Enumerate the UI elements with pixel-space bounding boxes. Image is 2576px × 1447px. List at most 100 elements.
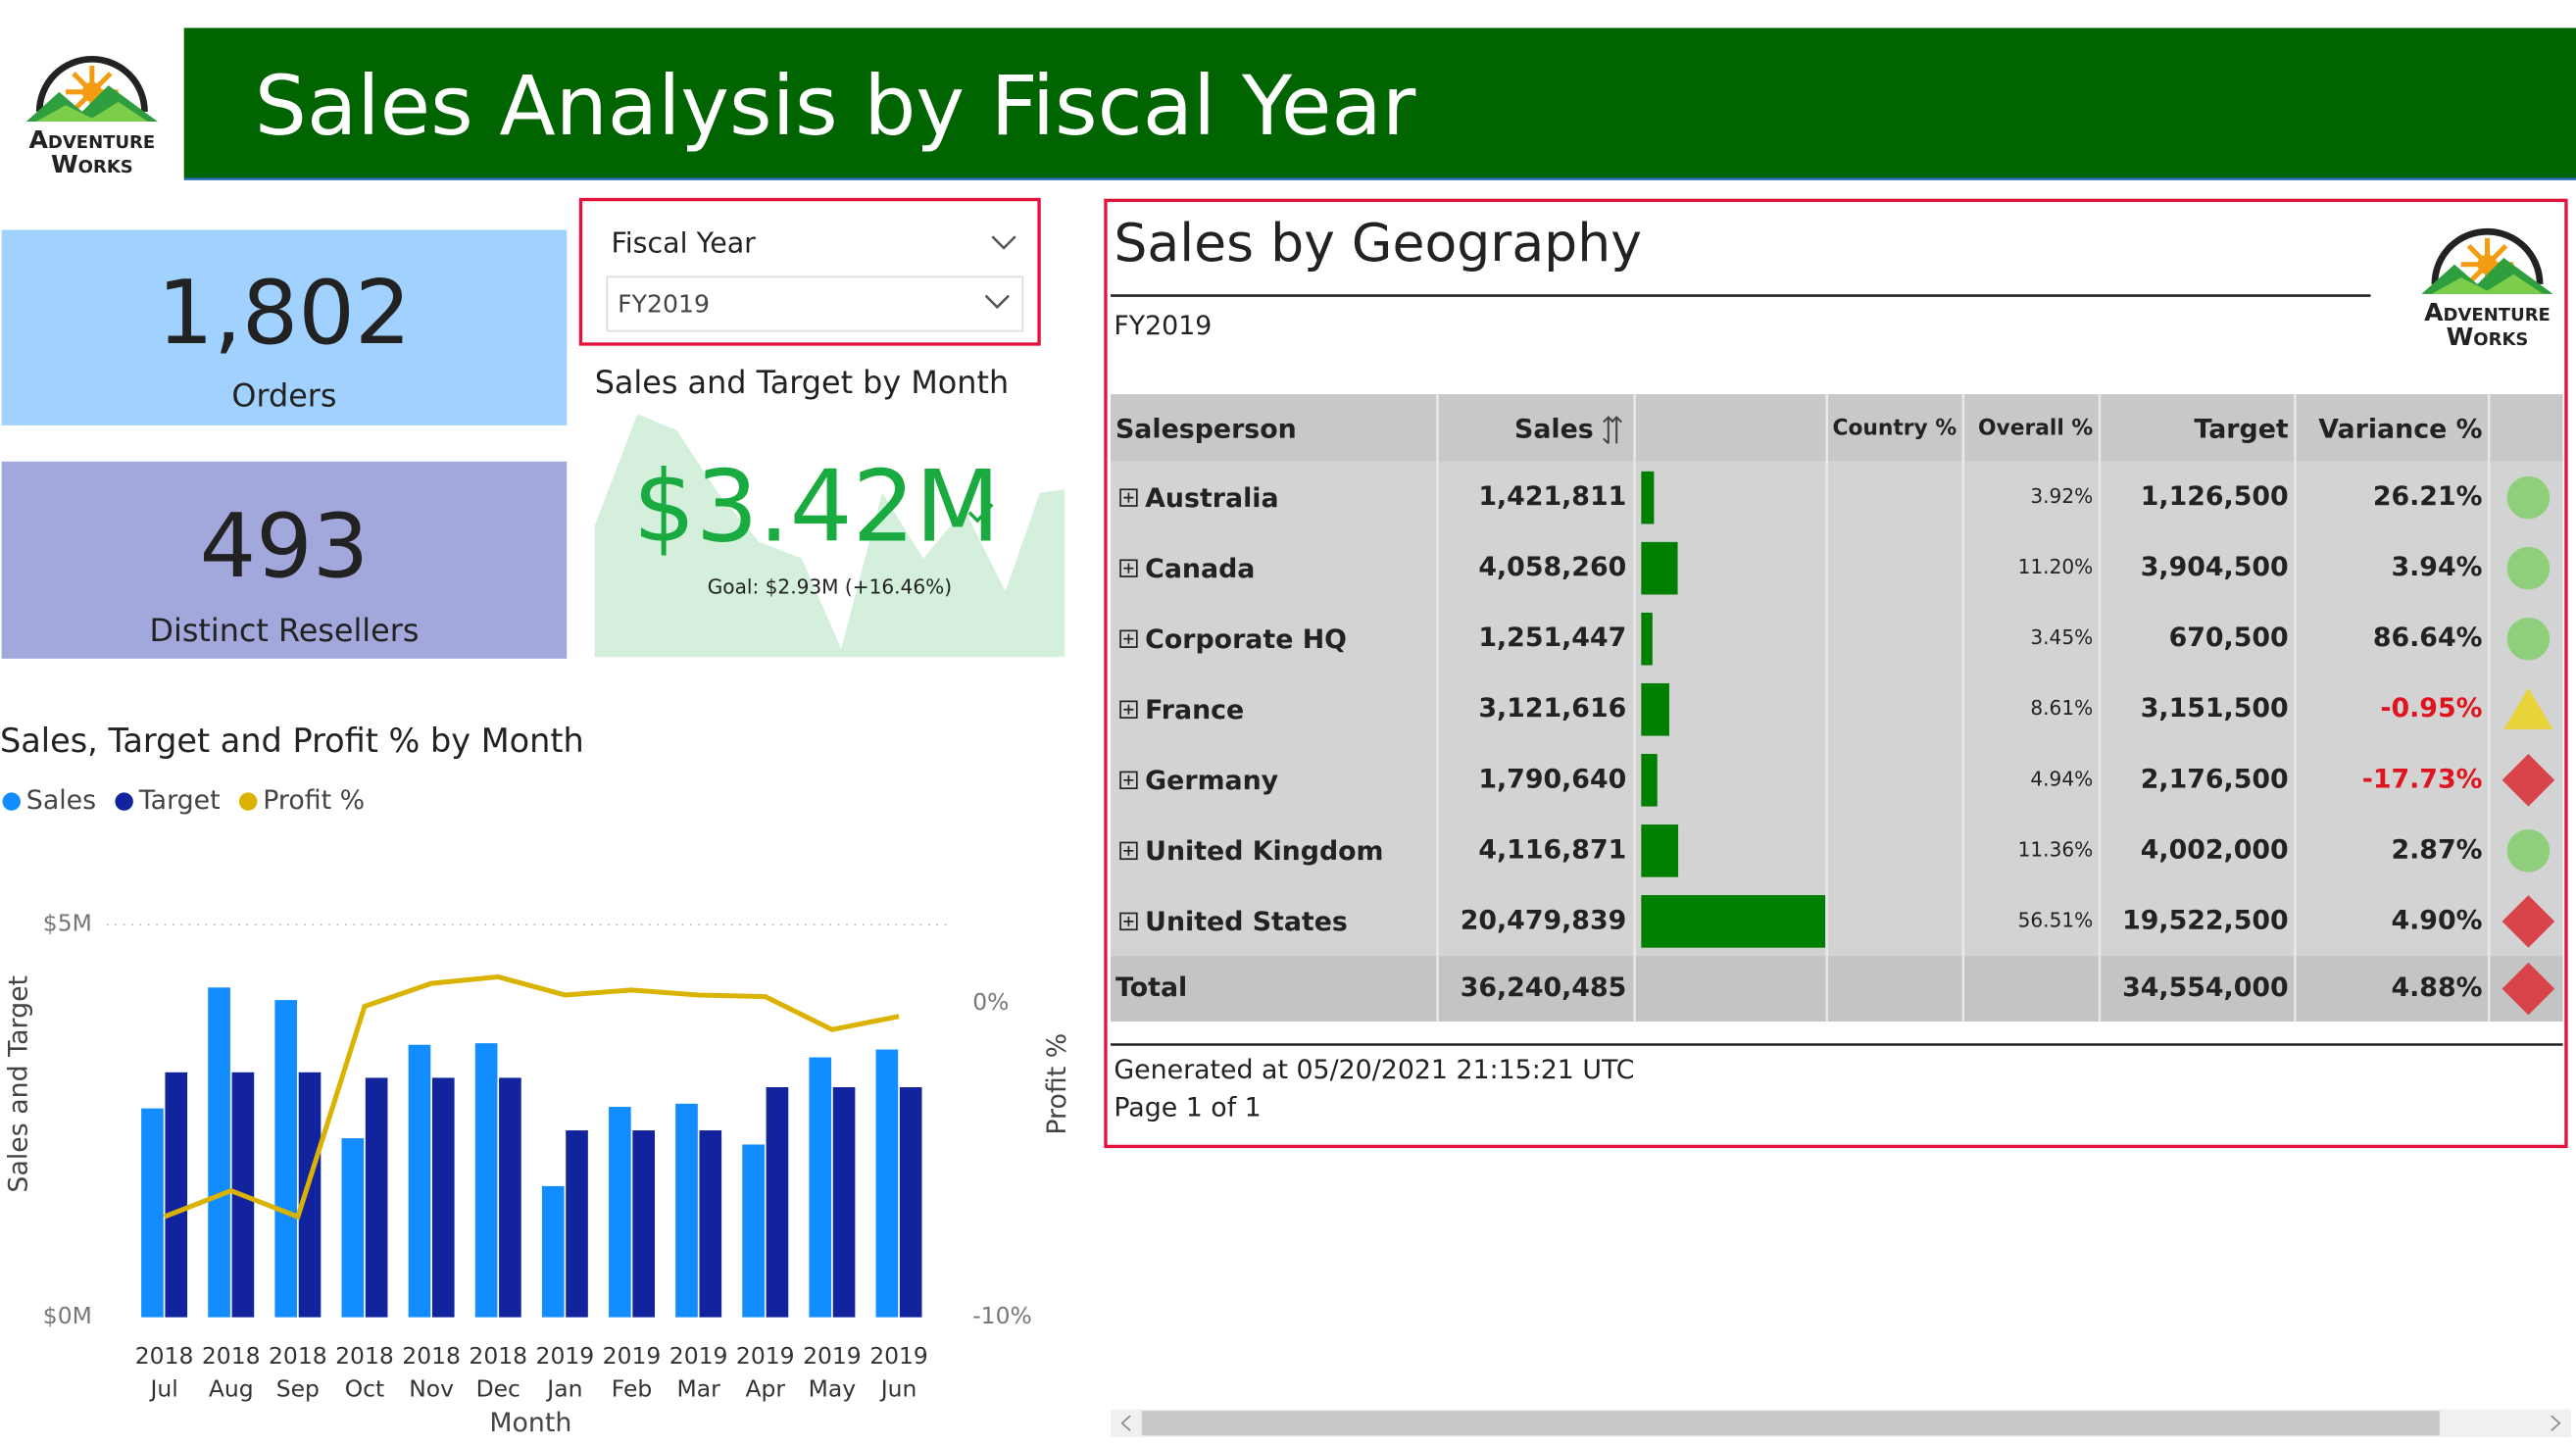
x-tick-label: 2018 Oct	[335, 1341, 394, 1402]
target: 19,522,500	[2122, 905, 2289, 935]
target: 1,126,500	[2141, 481, 2289, 512]
status-bad	[2502, 962, 2555, 1016]
logo-text: Adventure	[28, 125, 155, 154]
expand-box[interactable]	[1119, 912, 1138, 931]
total-sales: 36,240,485	[1461, 973, 1627, 1003]
x-tick-part: Sep	[276, 1374, 320, 1402]
chevron[interactable]	[984, 294, 1010, 310]
status-warning	[2503, 687, 2553, 729]
dropdown[interactable]	[606, 275, 1024, 332]
legend-label: Target	[138, 785, 221, 816]
y-tick-label: $5M	[43, 910, 92, 937]
x-tick-part: Jul	[148, 1374, 177, 1402]
x-tick-part: Jan	[545, 1374, 582, 1402]
target: 4,002,000	[2141, 834, 2289, 865]
x-tick-label: 2018 Jul	[135, 1341, 194, 1402]
expand-plus[interactable]	[1123, 563, 1134, 574]
total-target: 34,554,000	[2122, 973, 2289, 1003]
bar	[699, 1130, 722, 1318]
bar	[675, 1103, 698, 1318]
expand-box[interactable]	[1119, 700, 1138, 719]
expand-box[interactable]	[1119, 488, 1138, 507]
bar	[474, 1043, 498, 1318]
logo-text: Works	[2447, 323, 2529, 351]
target: 670,500	[2169, 623, 2289, 653]
bar	[341, 1138, 365, 1318]
report-frame	[1104, 198, 2568, 1149]
scroll-arrows[interactable]	[1120, 1415, 2561, 1431]
bar	[832, 1087, 856, 1318]
table-body	[1110, 461, 2563, 957]
legend-marker	[238, 792, 258, 811]
bar	[632, 1130, 655, 1318]
bar	[141, 1108, 164, 1318]
sales: 3,121,616	[1478, 693, 1626, 724]
slicer-title[interactable]: Fiscal Year	[611, 227, 756, 260]
target: 3,151,500	[2141, 693, 2289, 724]
chevron[interactable]	[991, 235, 1016, 250]
variance: 26.21%	[2373, 481, 2483, 512]
logo-arc	[2431, 227, 2544, 284]
variance: -0.95%	[2380, 693, 2482, 724]
sales: 20,479,839	[1461, 905, 1627, 935]
sort-icon[interactable]	[1603, 416, 1622, 445]
card-value: 493	[200, 495, 370, 598]
bar	[541, 1185, 565, 1318]
status-bad	[2502, 895, 2555, 948]
slicer-value[interactable]: FY2019	[618, 290, 710, 319]
y2-axis-label: Profit %	[1042, 1033, 1072, 1135]
column-header: Variance %	[2318, 414, 2482, 444]
expand-plus[interactable]	[1123, 845, 1134, 856]
x-tick-part: 2018	[202, 1341, 261, 1369]
sales: 4,058,260	[1478, 552, 1626, 582]
x-tick-part: 2018	[469, 1341, 527, 1369]
status-good	[2506, 546, 2551, 590]
row-name: Germany	[1145, 766, 1278, 796]
sales-bar	[1641, 612, 1653, 666]
expand-box[interactable]	[1119, 629, 1138, 648]
variance: 3.94%	[2391, 552, 2482, 582]
card-label: Orders	[231, 376, 336, 414]
total-variance: 4.88%	[2391, 973, 2482, 1003]
x-tick-part: 2019	[869, 1341, 928, 1369]
kpi-goal: Goal: $2.93M (+16.46%)	[708, 574, 952, 598]
sales-bar	[1641, 824, 1679, 877]
scrollbar-thumb[interactable]	[1141, 1411, 2440, 1436]
status-good	[2506, 617, 2551, 661]
sales-bar	[1641, 895, 1826, 948]
slicer-frame	[578, 197, 1041, 346]
row-name: Corporate HQ	[1145, 624, 1347, 655]
profit-line	[163, 973, 900, 1221]
logo-text: Works	[51, 150, 133, 178]
x-tick-part: 2019	[536, 1341, 595, 1369]
overall-pct: 3.92%	[2030, 484, 2093, 508]
chart-title: Sales, Target and Profit % by Month	[0, 722, 584, 760]
target: 2,176,500	[2141, 764, 2289, 794]
expand-plus[interactable]	[1123, 774, 1134, 785]
header-bar	[183, 27, 2576, 179]
report-generated: Generated at 05/20/2021 21:15:21 UTC	[1114, 1055, 1634, 1085]
expand-plus[interactable]	[1123, 916, 1134, 926]
row-name: United States	[1145, 907, 1348, 937]
logo-arc	[35, 55, 148, 112]
bar	[365, 1077, 388, 1318]
x-tick-label: 2018 Dec	[469, 1341, 527, 1402]
expand-box[interactable]	[1119, 841, 1138, 861]
x-tick-part: May	[809, 1374, 857, 1402]
expand-plus[interactable]	[1123, 492, 1134, 503]
bar	[766, 1087, 789, 1318]
bar	[875, 1049, 899, 1318]
x-tick-part: 2019	[603, 1341, 662, 1369]
bar	[408, 1044, 431, 1318]
expand-plus[interactable]	[1123, 633, 1134, 644]
bar	[298, 1072, 322, 1318]
report-subtitle: FY2019	[1114, 311, 1212, 341]
expand-plus[interactable]	[1123, 704, 1134, 715]
bar	[566, 1130, 588, 1318]
expand-box[interactable]	[1119, 771, 1138, 790]
x-tick-label: 2018 Aug	[202, 1341, 261, 1402]
expand-box[interactable]	[1119, 559, 1138, 577]
y-axis-label: Sales and Target	[4, 975, 34, 1193]
status-bad	[2502, 753, 2555, 807]
